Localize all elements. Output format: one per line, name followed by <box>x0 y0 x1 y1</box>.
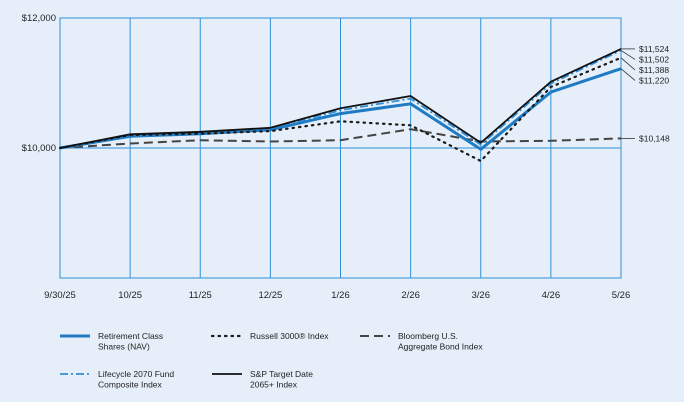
x-tick-label: 12/25 <box>258 290 282 301</box>
axis-labels: $12,000 $10,000 9/30/25 10/25 11/25 12/25 1/26… <box>22 13 631 301</box>
legend-label: Retirement Class Shares (NAV) <box>98 331 163 352</box>
x-tick-label: 4/26 <box>542 290 561 301</box>
x-tick-label: 11/25 <box>189 290 212 301</box>
x-tick-label: 3/26 <box>472 290 491 301</box>
legend-label: S&P Target Date 2065+ Index <box>250 369 313 390</box>
end-label-leader <box>620 57 636 71</box>
legend-label: Russell 3000® Index <box>250 331 329 341</box>
x-tick-label: 9/30/25 <box>44 290 76 301</box>
end-value-labels: $11,524$11,502$11,388$11,220 $10,148 <box>620 44 670 143</box>
x-tick-label: 10/25 <box>118 290 142 301</box>
end-value-label: $11,388 <box>639 65 669 75</box>
end-label-leader <box>620 68 636 81</box>
legend: Retirement Class Shares (NAV) Russell 3000… <box>60 331 483 390</box>
x-tick-label: 5/26 <box>612 290 631 301</box>
series-line <box>58 56 623 163</box>
chart-grid <box>59 17 622 279</box>
series-line <box>59 49 622 149</box>
legend-label: Bloomberg U.S. Aggregate Bond Index <box>398 331 483 352</box>
end-value-label: $11,524 <box>639 44 669 54</box>
end-value-label: $11,220 <box>639 75 669 85</box>
end-value-label: $11,502 <box>639 54 669 64</box>
legend-label: Lifecycle 2070 Fund Composite Index <box>98 369 174 390</box>
y-tick-label: $12,000 <box>22 13 56 24</box>
x-tick-label: 1/26 <box>331 290 350 301</box>
y-tick-label: $10,000 <box>22 143 56 154</box>
series-lines <box>58 48 623 163</box>
x-tick-label: 2/26 <box>401 290 420 301</box>
series-line <box>59 128 622 149</box>
end-value-label: $10,148 <box>639 133 670 143</box>
end-label-leader <box>620 50 636 60</box>
series-line <box>59 48 622 149</box>
